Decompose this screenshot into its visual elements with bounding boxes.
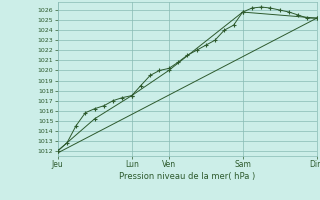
X-axis label: Pression niveau de la mer( hPa ): Pression niveau de la mer( hPa ) (119, 172, 255, 181)
